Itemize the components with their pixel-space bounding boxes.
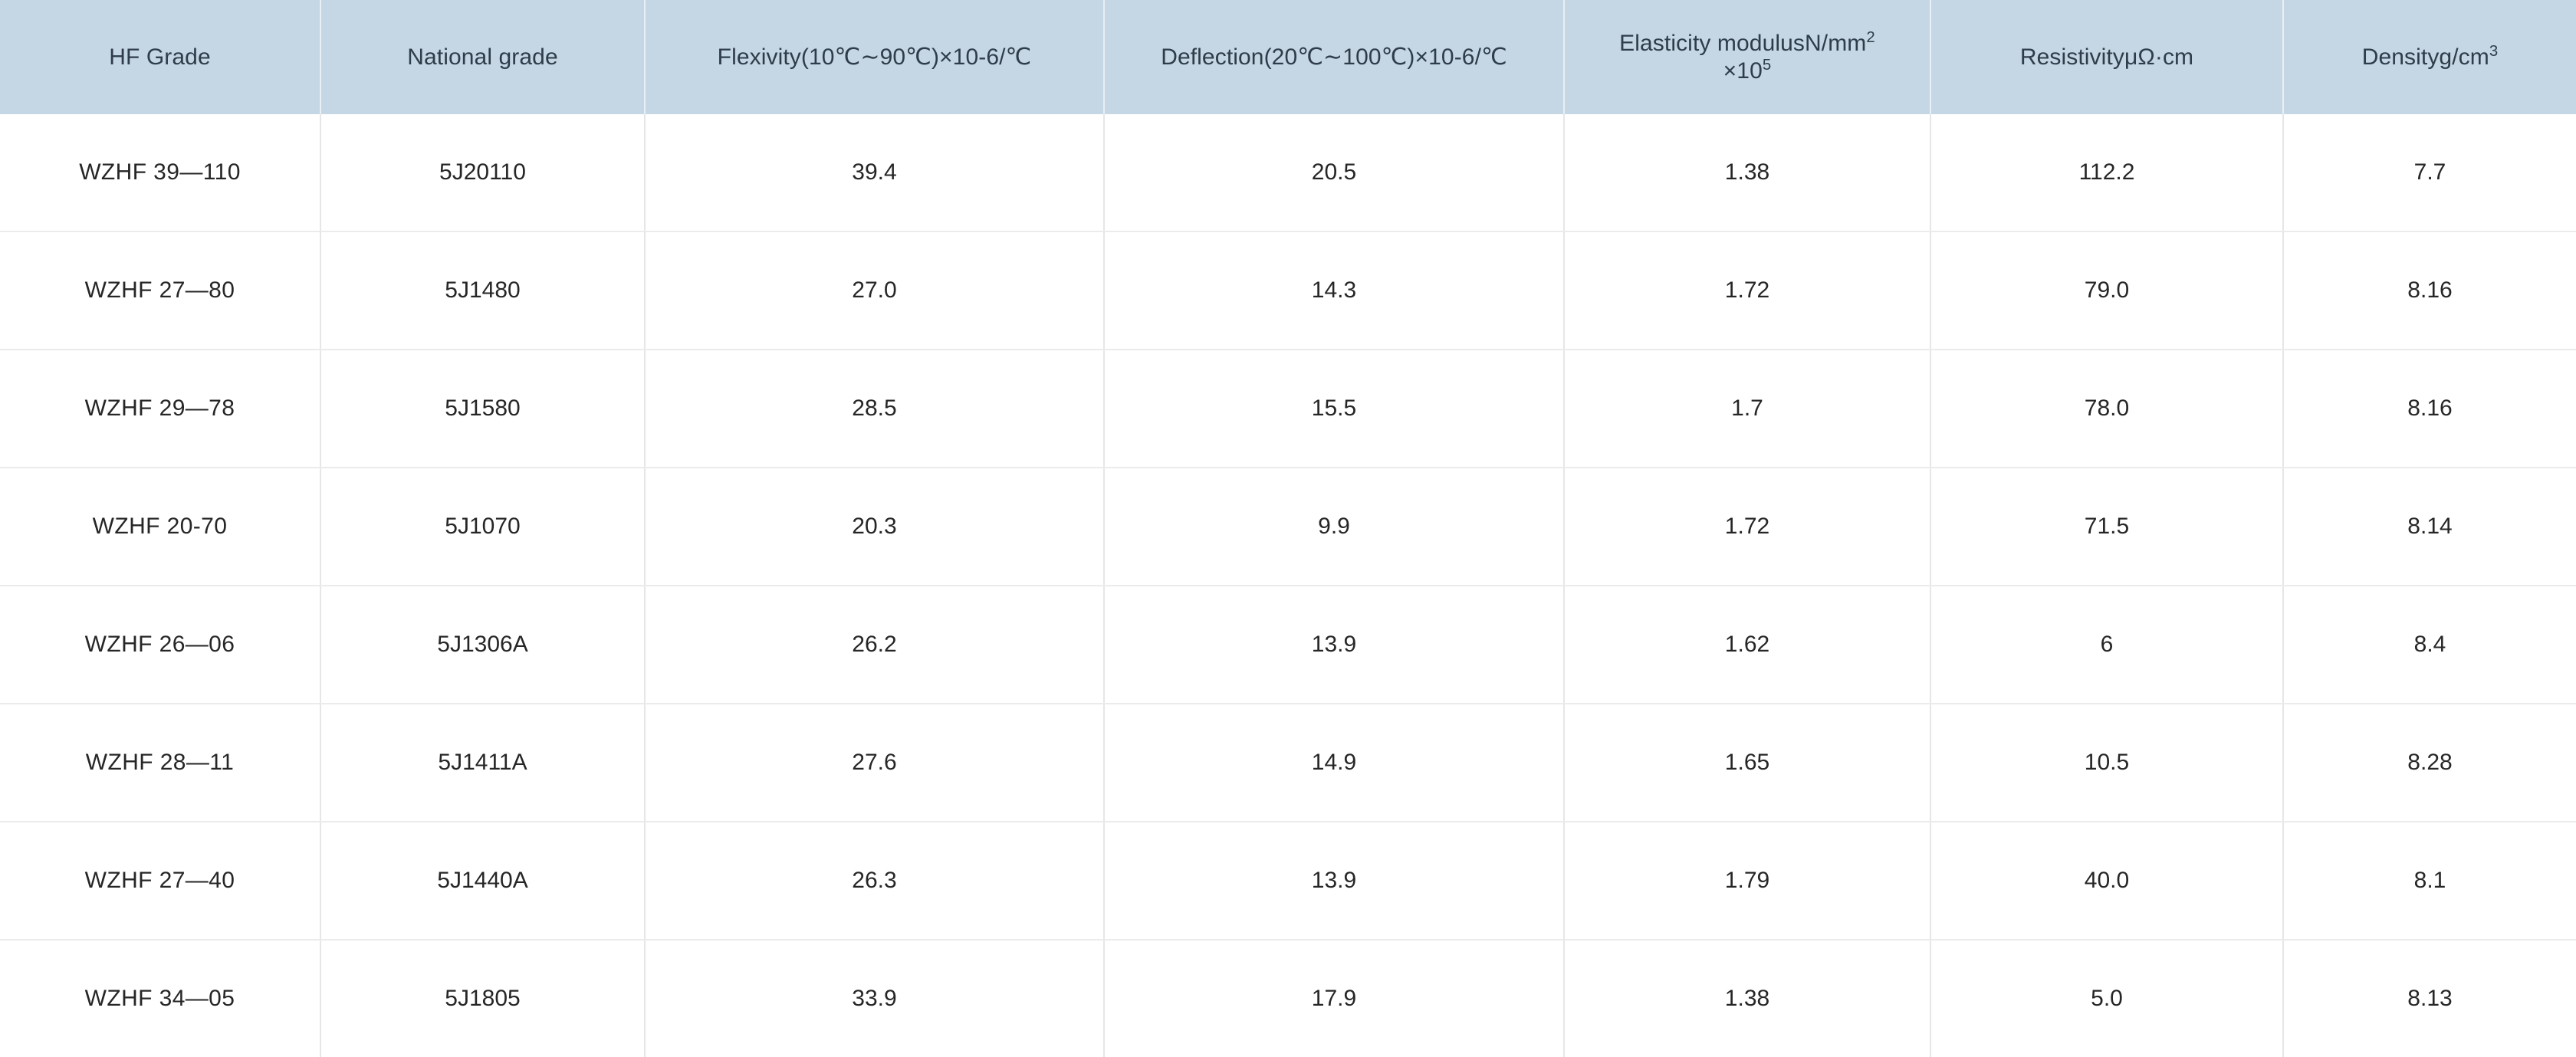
cell-flexivity: 27.6	[645, 704, 1105, 822]
column-header-label: ResistivityμΩ·cm	[2019, 44, 2194, 70]
cell-elasticity-modulus: 1.65	[1564, 704, 1931, 822]
cell-resistivity: 6	[1930, 586, 2284, 704]
cell-elasticity-modulus: 1.79	[1564, 822, 1931, 940]
cell-flexivity: 27.0	[645, 231, 1105, 350]
cell-resistivity: 79.0	[1930, 231, 2284, 350]
cell-deflection: 13.9	[1104, 586, 1565, 704]
cell-elasticity-modulus: 1.72	[1564, 231, 1931, 350]
cell-density: 7.7	[2283, 114, 2576, 232]
cell-resistivity: 5.0	[1930, 940, 2284, 1057]
column-header-label: Deflection(20℃∼100℃)×10-6/℃	[1161, 44, 1507, 70]
cell-density: 8.28	[2283, 704, 2576, 822]
cell-density: 8.14	[2283, 468, 2576, 586]
cell-deflection: 20.5	[1104, 114, 1565, 232]
cell-deflection: 9.9	[1104, 468, 1565, 586]
superscript: 2	[1866, 29, 1875, 47]
column-header-density: Densityg/cm3	[2283, 0, 2576, 114]
column-header-national-grade: National grade	[320, 0, 646, 114]
cell-hf-grade: WZHF 28—11	[0, 704, 321, 822]
cell-elasticity-modulus: 1.38	[1564, 940, 1931, 1057]
column-header-label: ×105	[1723, 56, 1772, 84]
cell-elasticity-modulus: 1.38	[1564, 114, 1931, 232]
cell-deflection: 17.9	[1104, 940, 1565, 1057]
cell-flexivity: 26.2	[645, 586, 1105, 704]
cell-density: 8.4	[2283, 586, 2576, 704]
cell-hf-grade: WZHF 27—40	[0, 822, 321, 940]
column-header-elasticity-modulus: Elasticity modulusN/mm2 ×105	[1564, 0, 1931, 114]
cell-elasticity-modulus: 1.7	[1564, 350, 1931, 468]
cell-hf-grade: WZHF 20-70	[0, 468, 321, 586]
cell-national-grade: 5J1411A	[320, 704, 646, 822]
cell-hf-grade: WZHF 39—110	[0, 114, 321, 232]
cell-flexivity: 20.3	[645, 468, 1105, 586]
cell-hf-grade: WZHF 34—05	[0, 940, 321, 1057]
column-header-label: Flexivity(10℃∼90℃)×10-6/℃	[717, 44, 1032, 70]
cell-national-grade: 5J1480	[320, 231, 646, 350]
cell-national-grade: 5J1306A	[320, 586, 646, 704]
cell-deflection: 15.5	[1104, 350, 1565, 468]
superscript: 5	[1762, 56, 1772, 74]
cell-national-grade: 5J1440A	[320, 822, 646, 940]
cell-elasticity-modulus: 1.62	[1564, 586, 1931, 704]
cell-resistivity: 71.5	[1930, 468, 2284, 586]
header-row: HF Grade National grade Flexivity(10℃∼90℃)…	[0, 0, 2576, 114]
cell-resistivity: 112.2	[1930, 114, 2284, 232]
column-header-flexivity: Flexivity(10℃∼90℃)×10-6/℃	[645, 0, 1105, 114]
table-row: WZHF 20-70 5J1070 20.3 9.9 1.72 71.5 8.14	[0, 468, 2576, 586]
cell-hf-grade: WZHF 29—78	[0, 350, 321, 468]
cell-national-grade: 5J1805	[320, 940, 646, 1057]
cell-hf-grade: WZHF 27—80	[0, 231, 321, 350]
superscript: 3	[2489, 42, 2499, 60]
table-body: WZHF 39—110 5J20110 39.4 20.5 1.38 112.2 7.7 WZ…	[0, 114, 2576, 1057]
cell-resistivity: 10.5	[1930, 704, 2284, 822]
cell-flexivity: 33.9	[645, 940, 1105, 1057]
cell-national-grade: 5J1070	[320, 468, 646, 586]
column-header-deflection: Deflection(20℃∼100℃)×10-6/℃	[1104, 0, 1565, 114]
table-row: WZHF 27—40 5J1440A 26.3 13.9 1.79 40.0 8.1	[0, 822, 2576, 940]
table-row: WZHF 34—05 5J1805 33.9 17.9 1.38 5.0 8.13	[0, 940, 2576, 1057]
cell-flexivity: 26.3	[645, 822, 1105, 940]
cell-deflection: 13.9	[1104, 822, 1565, 940]
column-header-hf-grade: HF Grade	[0, 0, 321, 114]
table-row: WZHF 28—11 5J1411A 27.6 14.9 1.65 10.5 8.28	[0, 704, 2576, 822]
column-header-label: Elasticity modulusN/mm2	[1619, 29, 1875, 57]
cell-deflection: 14.9	[1104, 704, 1565, 822]
cell-density: 8.16	[2283, 350, 2576, 468]
cell-resistivity: 40.0	[1930, 822, 2284, 940]
table-header: HF Grade National grade Flexivity(10℃∼90℃)…	[0, 0, 2576, 114]
table-row: WZHF 39—110 5J20110 39.4 20.5 1.38 112.2 7.7	[0, 114, 2576, 232]
cell-flexivity: 28.5	[645, 350, 1105, 468]
table-row: WZHF 27—80 5J1480 27.0 14.3 1.72 79.0 8.16	[0, 231, 2576, 350]
cell-density: 8.16	[2283, 231, 2576, 350]
column-header-label: HF Grade	[109, 44, 211, 70]
cell-density: 8.1	[2283, 822, 2576, 940]
cell-national-grade: 5J20110	[320, 114, 646, 232]
table-row: WZHF 26—06 5J1306A 26.2 13.9 1.62 6 8.4	[0, 586, 2576, 704]
cell-flexivity: 39.4	[645, 114, 1105, 232]
cell-deflection: 14.3	[1104, 231, 1565, 350]
cell-density: 8.13	[2283, 940, 2576, 1057]
table-row: WZHF 29—78 5J1580 28.5 15.5 1.7 78.0 8.16	[0, 350, 2576, 468]
column-header-label: Densityg/cm3	[2361, 42, 2499, 70]
cell-national-grade: 5J1580	[320, 350, 646, 468]
column-header-label: National grade	[407, 44, 558, 70]
cell-resistivity: 78.0	[1930, 350, 2284, 468]
cell-hf-grade: WZHF 26—06	[0, 586, 321, 704]
cell-elasticity-modulus: 1.72	[1564, 468, 1931, 586]
column-header-resistivity: ResistivityμΩ·cm	[1930, 0, 2284, 114]
